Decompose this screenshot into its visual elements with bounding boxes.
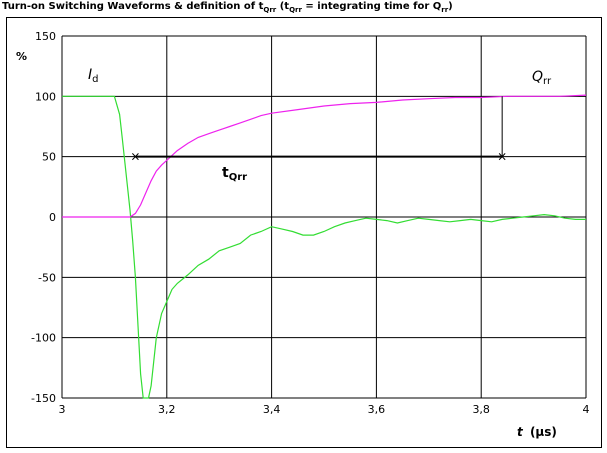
y-tick-label: 150 [35,30,56,43]
chart-border [6,17,602,448]
y-tick-label: 50 [42,151,56,164]
y-tick-labels: -150 -100 -50 0 50 100 150 [31,30,56,405]
y-axis-label: % [16,50,27,63]
grid [61,35,587,399]
x-axis-label: t (µs) [517,425,557,439]
series-line-qrr [62,94,587,218]
y-tick-label: -50 [38,271,56,284]
series-label-qrr: Qrr [532,69,552,87]
y-tick-label: 100 [35,90,56,103]
x-tick-label: 3,2 [158,403,176,416]
y-tick-label: -150 [31,392,56,405]
series: Id Qrr [62,67,587,399]
x-tick-labels: 3 3,2 3,4 3,6 3,8 4 [59,403,590,416]
x-tick-label: 3 [59,403,66,416]
series-label-id: Id [88,67,99,85]
y-tick-label: 0 [49,211,56,224]
tqrr-label: tQrr [222,165,247,183]
tqrr-start-marker: × [130,150,140,164]
series-line-id [62,95,586,399]
annotation: × × tQrr [130,96,507,183]
x-tick-label: 4 [583,403,590,416]
y-tick-label: -100 [31,332,56,345]
x-axis-label-var: t [517,425,524,439]
x-tick-label: 3,8 [472,403,490,416]
chart-title: Turn-on Switching Waveforms & definition… [2,1,453,14]
tqrr-end-marker: × [497,150,507,164]
x-axis-label-unit: (µs) [530,425,557,439]
x-tick-label: 3,6 [368,403,386,416]
x-tick-label: 3,4 [263,403,281,416]
